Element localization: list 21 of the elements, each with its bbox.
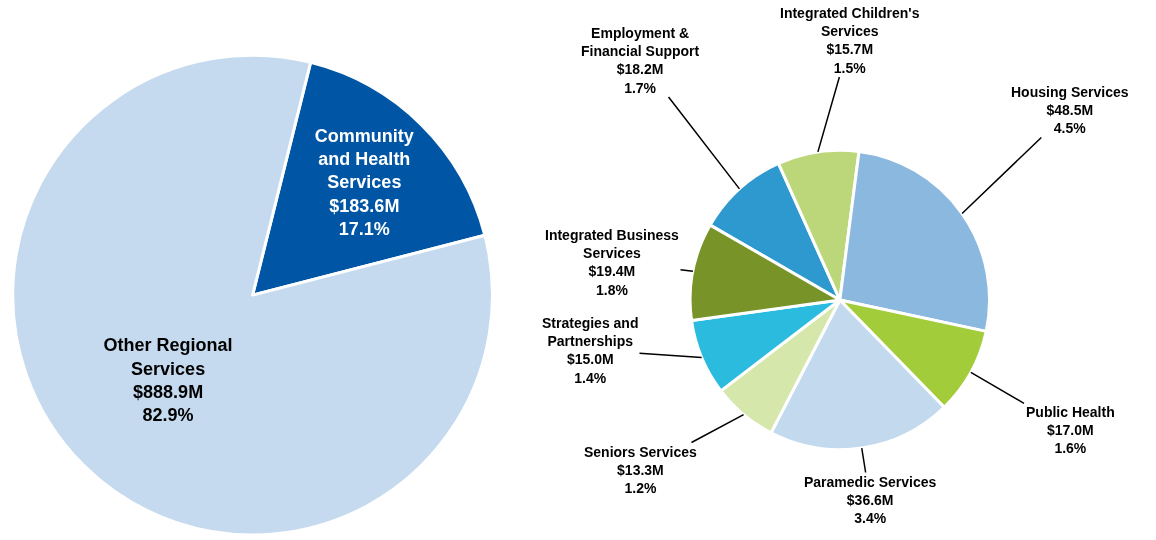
data-label: $19.4M 1.8%	[588, 263, 636, 298]
data-label: $15.0M 1.4%	[566, 351, 614, 386]
data-label: $18.2M 1.7%	[616, 61, 664, 96]
data-label: $183.6M 17.1%	[329, 195, 400, 240]
slice-label: Employment & Financial Support	[581, 25, 700, 60]
slice-label: Public Health	[1026, 404, 1115, 420]
slice-label: Seniors Services	[584, 444, 698, 460]
slice-label: Paramedic Services	[804, 474, 937, 490]
slice-label: Other Regional Services	[103, 335, 233, 379]
data-label: $888.9M 82.9%	[133, 381, 204, 426]
pie-slice	[11, 53, 494, 537]
slice-label: Strategies and Partnerships	[542, 315, 639, 350]
slice-label: Integrated Business Services	[545, 227, 680, 262]
data-label: $15.7M 1.5%	[826, 41, 874, 76]
slice-label: Integrated Children's Services	[780, 5, 920, 40]
slice-label: Community and Health Services	[314, 125, 414, 193]
data-label: $48.5M 4.5%	[1046, 102, 1094, 137]
data-label: $13.3M 1.2%	[617, 462, 664, 497]
data-label: $17.0M 1.6%	[1046, 422, 1094, 457]
data-label: $36.6M 3.4%	[846, 492, 894, 527]
slice-label: Housing Services	[1011, 84, 1129, 100]
